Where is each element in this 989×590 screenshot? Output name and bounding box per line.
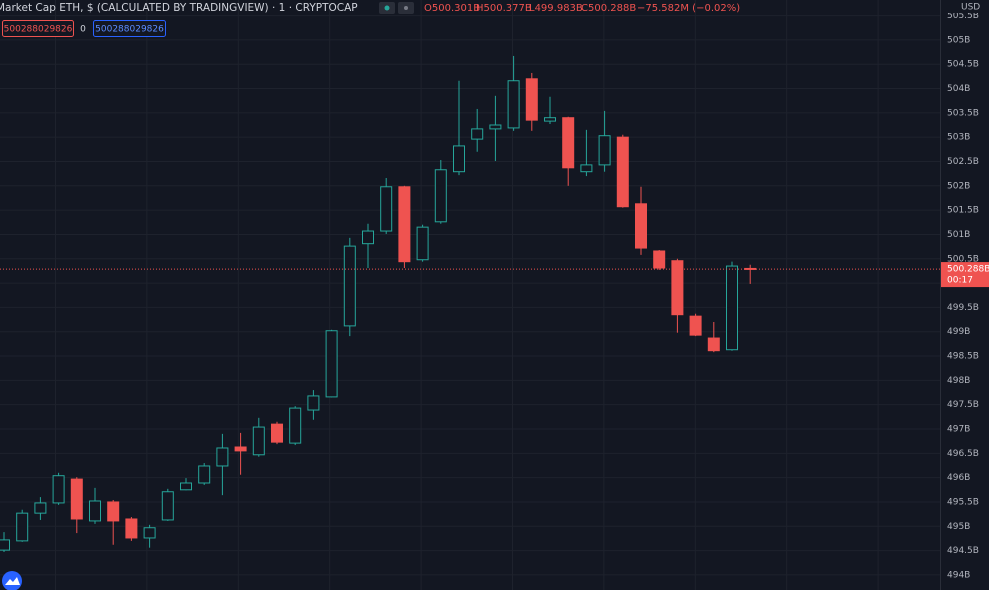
candle-body [707, 337, 720, 352]
y-tick-label: 501.5B [947, 206, 979, 216]
y-tick-label: 503.5B [947, 108, 979, 118]
settings-dot [404, 6, 408, 10]
candle-body [362, 230, 374, 245]
y-tick-label: 502B [947, 181, 970, 191]
ohlc-open: O500.301B [424, 3, 480, 14]
y-tick-label: 503B [947, 133, 970, 143]
candles [0, 55, 940, 553]
candle-body [453, 145, 465, 173]
candle-body [271, 423, 283, 443]
badge-left [2, 20, 74, 37]
candle-body [434, 169, 447, 223]
y-tick-label: 494.5B [947, 546, 979, 556]
candle-body [398, 186, 411, 263]
y-tick-label: 494B [947, 570, 970, 580]
candle-body [34, 502, 47, 514]
badge-right-text: 500288029826 [95, 25, 164, 35]
candle-body [653, 250, 666, 269]
y-tick-label: 495.5B [947, 497, 979, 507]
badge-right [93, 20, 166, 37]
y-tick-label: 500.5B [947, 254, 979, 264]
y-tick-label: 498B [947, 376, 970, 386]
y-tick-label: 497B [947, 425, 970, 435]
candle-body [489, 124, 502, 130]
y-tick-label: 499B [947, 327, 970, 337]
candle-body [325, 330, 338, 398]
y-tick-label: 502.5B [947, 157, 979, 167]
candle-body [507, 80, 520, 129]
candle-body [416, 226, 429, 261]
price-label: 500.288B [947, 265, 989, 275]
candle-body [562, 117, 575, 169]
y-tick-label: 497.5B [947, 400, 979, 410]
candle-body [161, 491, 174, 521]
candle-body [107, 501, 120, 522]
candle-body [671, 260, 684, 316]
logo[interactable] [2, 571, 22, 590]
price-countdown: 00:17 [947, 276, 973, 286]
candle-body [307, 395, 320, 411]
unit-background [941, 0, 989, 13]
candle-body [180, 482, 192, 491]
badge-left-text: 500288029826 [4, 25, 73, 35]
chart-title: Market Cap ETH, $ (CALCULATED BY TRADING… [0, 2, 358, 14]
candle-body [380, 186, 393, 232]
status-dot [384, 5, 390, 11]
candle-body [70, 478, 83, 520]
candle-body [0, 539, 10, 551]
y-tick-label: 505.5B [947, 11, 979, 21]
candle-body [143, 527, 156, 539]
y-tick-label: 505B [947, 35, 970, 45]
candle-body [635, 203, 647, 249]
y-tick-label: 499.5B [947, 303, 979, 313]
candle-body [198, 465, 211, 484]
candle-body [580, 164, 593, 173]
candle-body [616, 136, 629, 208]
candle-body [544, 117, 556, 122]
y-tick-label: 496.5B [947, 449, 979, 459]
candle-body [52, 475, 65, 504]
candle-body [234, 446, 247, 452]
y-tick-label: 501B [947, 230, 970, 240]
candle-body [343, 245, 356, 327]
candle-body [125, 518, 138, 539]
ohlc-high: H500.377B [476, 3, 532, 14]
grid [0, 0, 940, 590]
y-tick-label: 496B [947, 473, 970, 483]
ohlc-change: −75.582M (−0.02%) [637, 3, 740, 14]
axis-background [940, 0, 989, 590]
candle-body [216, 447, 229, 467]
y-tick-label: 504.5B [947, 60, 979, 70]
ohlc-low: L499.983B [529, 3, 583, 14]
candle-body [525, 78, 538, 121]
logo-mark [5, 577, 20, 585]
y-tick-label: 495B [947, 522, 970, 532]
candle-body [89, 500, 101, 522]
price-label-box [941, 262, 989, 288]
y-tick-label: 498.5B [947, 352, 979, 362]
candle-body [252, 426, 265, 456]
ohlc-close: C500.288B [581, 3, 636, 14]
candle-body [16, 512, 29, 542]
axis-unit: USD [961, 3, 980, 13]
badge-middle-text: 0 [80, 25, 86, 35]
price-axis: 494B 494.5B 495B 495.5B 496B 496.5B 497B 497.5B… [940, 0, 989, 590]
candle-body [689, 315, 702, 336]
candle-body [726, 265, 738, 351]
candle-body [471, 128, 484, 140]
y-tick-label: 504B [947, 84, 970, 94]
candle-body [289, 407, 302, 444]
candle-body [598, 135, 611, 166]
